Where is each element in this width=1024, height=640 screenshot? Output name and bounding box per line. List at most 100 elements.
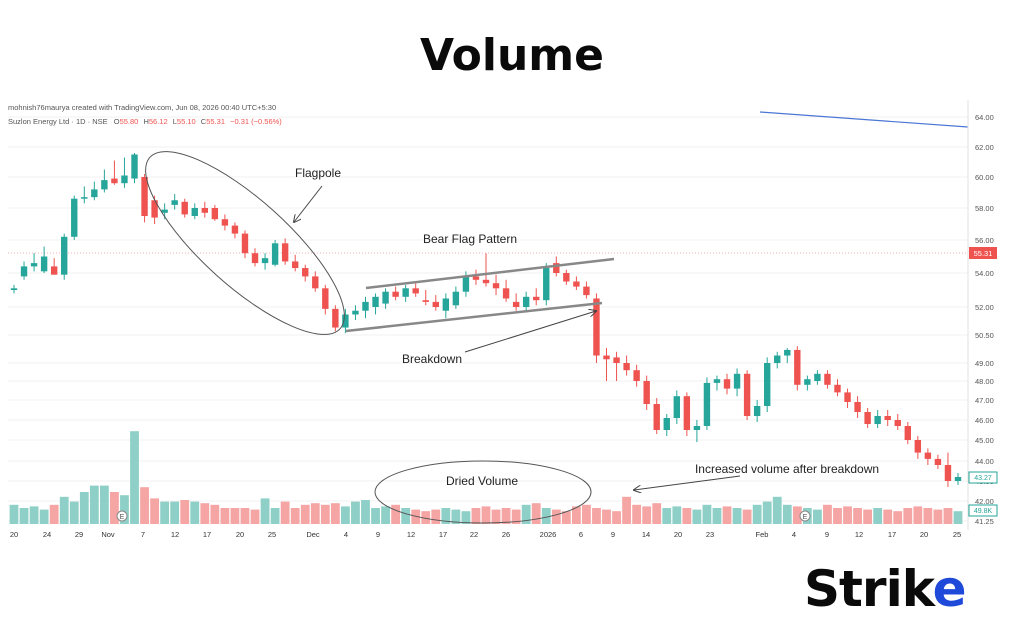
price-tick-label: 52.00 bbox=[975, 303, 994, 312]
candle-body bbox=[181, 201, 188, 215]
price-tick-label: 62.00 bbox=[975, 143, 994, 152]
candle-body bbox=[20, 266, 28, 277]
price-tick-label: 44.00 bbox=[975, 457, 994, 466]
volume-bar bbox=[59, 496, 69, 524]
price-tick-label: 41.25 bbox=[975, 517, 994, 526]
x-tick-label: 4 bbox=[344, 530, 348, 539]
x-tick-label: 12 bbox=[171, 530, 179, 539]
candle-body bbox=[111, 178, 118, 184]
time-axis: 20 24 29 Nov 7 12 17 20 25 Dec 4 9 12 17 22 26 2026 6 9 14 2… bbox=[10, 530, 961, 539]
candle-body bbox=[703, 382, 711, 426]
legend-symbol: Suzlon Energy Ltd · 1D · NSE bbox=[8, 117, 108, 126]
candle-body bbox=[693, 426, 701, 430]
x-tick-label: Dec bbox=[306, 530, 320, 539]
candle-body bbox=[603, 355, 610, 360]
volume-bar bbox=[170, 501, 180, 524]
x-tick-label: 12 bbox=[407, 530, 415, 539]
flag-channel-lower bbox=[345, 301, 603, 333]
candle-body bbox=[251, 253, 259, 264]
x-tick-label: 22 bbox=[470, 530, 478, 539]
legend-l-label: L bbox=[173, 117, 177, 126]
volume-bar bbox=[471, 508, 481, 524]
candle-body bbox=[302, 268, 309, 277]
candle-body bbox=[422, 300, 429, 302]
candle-body bbox=[512, 301, 520, 307]
volume-bar bbox=[541, 508, 551, 524]
volume-bar bbox=[9, 504, 19, 524]
volume-bar bbox=[903, 508, 913, 524]
volume-bar bbox=[401, 508, 411, 524]
candle-body bbox=[623, 363, 630, 371]
x-tick-label: 9 bbox=[611, 530, 615, 539]
candle-body bbox=[583, 286, 590, 296]
volume-bar bbox=[752, 504, 762, 524]
earnings-marker-text: E bbox=[120, 514, 125, 521]
candle-body bbox=[30, 263, 38, 267]
last-price-tag bbox=[969, 247, 997, 259]
x-tick-label: 9 bbox=[825, 530, 829, 539]
ohlc-legend: Suzlon Energy Ltd · 1D · NSE O55.80 H56.… bbox=[8, 117, 282, 126]
earnings-marker-1[interactable]: E bbox=[116, 510, 128, 522]
candle-body bbox=[753, 406, 761, 416]
price-tick-label: 56.00 bbox=[975, 236, 994, 245]
volume-bar bbox=[702, 504, 712, 524]
candle-body bbox=[101, 180, 108, 190]
volume-bar bbox=[150, 498, 159, 524]
volume-bar bbox=[762, 501, 772, 524]
candle-body bbox=[362, 301, 369, 311]
candle-body bbox=[342, 314, 349, 328]
volume-bar bbox=[310, 503, 320, 524]
price-tick-label: 50.50 bbox=[975, 331, 994, 340]
volume-bar bbox=[381, 506, 390, 524]
candle-body bbox=[563, 273, 570, 282]
earnings-marker-2[interactable]: E bbox=[799, 510, 811, 522]
volume-bar bbox=[782, 504, 792, 524]
volume-bar bbox=[873, 508, 883, 524]
candle-body bbox=[884, 416, 891, 420]
legend-c-value: 55.31 bbox=[206, 117, 225, 126]
legend-h-value: 56.12 bbox=[149, 117, 168, 126]
volume-bar bbox=[300, 504, 310, 524]
volume-bar bbox=[491, 509, 501, 524]
candle-body bbox=[312, 276, 319, 289]
price-tick-label: 64.00 bbox=[975, 113, 994, 122]
x-tick-label: 6 bbox=[579, 530, 583, 539]
candle-body bbox=[743, 373, 751, 416]
candle-body bbox=[271, 243, 279, 265]
volume-bars bbox=[9, 431, 963, 524]
volume-bar bbox=[943, 508, 953, 524]
candle-body bbox=[81, 197, 88, 199]
price-tick-label: 46.00 bbox=[975, 416, 994, 425]
candle-body bbox=[613, 357, 620, 363]
volume-bar bbox=[913, 506, 923, 524]
candle-body bbox=[733, 373, 741, 389]
candle-body bbox=[784, 349, 791, 356]
volume-bar bbox=[843, 506, 852, 524]
candlesticks bbox=[10, 153, 962, 487]
volume-bar bbox=[772, 496, 782, 524]
volume-bar bbox=[622, 496, 631, 524]
candle-body bbox=[713, 379, 721, 383]
candle-body bbox=[774, 355, 781, 363]
candle-body bbox=[924, 452, 932, 459]
candle-body bbox=[814, 373, 821, 381]
volume-bar bbox=[823, 504, 832, 524]
volume-bar bbox=[451, 509, 461, 524]
candle-body bbox=[944, 465, 952, 481]
price-tick-label: 45.00 bbox=[975, 436, 994, 445]
candle-body bbox=[231, 225, 239, 234]
volume-bar bbox=[672, 506, 682, 524]
volume-bar bbox=[461, 511, 471, 524]
x-tick-label: 25 bbox=[268, 530, 276, 539]
volume-bar bbox=[421, 511, 431, 524]
price-tick-label: 49.00 bbox=[975, 359, 994, 368]
flagpole-label: Flagpole bbox=[295, 166, 341, 180]
candle-body bbox=[553, 263, 560, 273]
x-tick-label: 20 bbox=[10, 530, 18, 539]
increased-volume-arrow bbox=[634, 475, 741, 490]
candle-body bbox=[864, 412, 871, 424]
candle-body bbox=[352, 310, 359, 315]
candle-body bbox=[50, 266, 58, 275]
candle-body bbox=[191, 208, 198, 216]
